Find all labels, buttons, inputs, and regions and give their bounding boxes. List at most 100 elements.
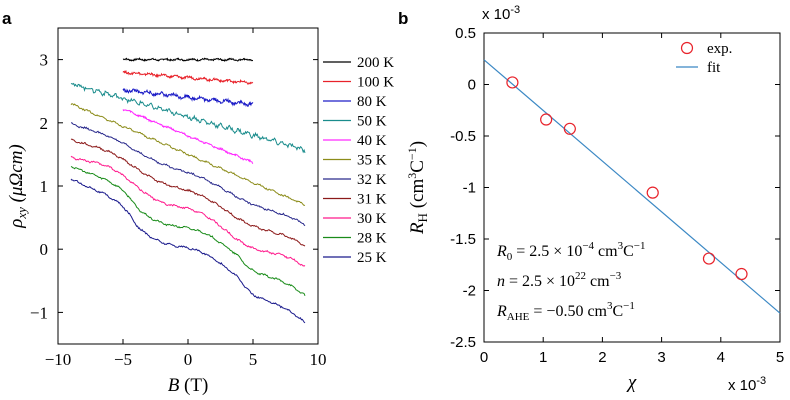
panel-a-xtick-label: 5 xyxy=(249,350,258,369)
rahe-symbol: R xyxy=(496,303,507,320)
legend-label-50k: 50 K xyxy=(357,114,387,130)
panel-a-ylabel-sub: xy xyxy=(14,207,29,220)
legend-label-30k: 30 K xyxy=(357,211,387,227)
panel-b-xlabel: χ xyxy=(626,372,637,393)
y-multiplier-base: x 10 xyxy=(482,6,510,23)
legend-label-28k: 28 K xyxy=(357,231,387,247)
rahe-value: = −0.50 cm xyxy=(529,303,607,320)
panel-b-ytick-label: -2.5 xyxy=(450,334,476,351)
r0-sub: 0 xyxy=(507,251,513,263)
n-value: = 2.5 × 10 xyxy=(505,273,575,290)
panel-b-xtick-label: 1 xyxy=(539,349,547,366)
panel-b-chart: 0 1 2 3 4 5 -2.5 -2 -1.5 -1 -0.5 0 0.5 exp. fit x 10… xyxy=(405,4,784,394)
r0-unit-sup: 3 xyxy=(618,240,624,252)
panel-a-ylabel: ρxy (μΩcm) xyxy=(6,144,29,229)
panel-a-series xyxy=(70,57,306,324)
panel-b-ytick-label: 0.5 xyxy=(455,25,476,42)
legend-label-80k: 80 K xyxy=(357,94,387,110)
data-point xyxy=(702,252,716,265)
series-line-80k xyxy=(122,88,254,108)
legend-label-35k: 35 K xyxy=(357,153,387,169)
panel-b-ytick-label: -1.5 xyxy=(450,231,476,248)
series-line-100k xyxy=(122,69,254,85)
panel-b-xtick-label: 4 xyxy=(717,349,725,366)
panel-a-ylabel-symbol: ρ xyxy=(6,219,27,229)
series-line-200k xyxy=(122,57,254,62)
series-line-25k xyxy=(70,178,306,324)
panel-b-ylabel: RH (cm3C−1) xyxy=(405,141,430,235)
panel-a-ytick-label: −1 xyxy=(30,303,48,322)
panel-b-ytick-label: 0 xyxy=(468,77,476,94)
panel-a-label: a xyxy=(2,9,12,28)
y-multiplier: x 10-3 xyxy=(482,4,520,23)
panel-a-frame xyxy=(57,27,319,345)
panel-a-xtick-label: −10 xyxy=(45,350,72,369)
series-line-30k xyxy=(70,155,306,267)
n-symbol: n xyxy=(497,273,505,290)
r0-unit: cm xyxy=(594,243,618,260)
rahe-unit2-sup: −1 xyxy=(623,300,635,312)
x-multiplier: x 10-3 xyxy=(728,375,766,394)
panel-a-xtick-label: −5 xyxy=(114,350,132,369)
r0-symbol: R xyxy=(496,243,507,260)
x-multiplier-exp: -3 xyxy=(756,375,766,387)
panel-a-xtick-label: 0 xyxy=(184,350,193,369)
data-point xyxy=(646,186,659,199)
data-point xyxy=(540,113,553,126)
panel-a-ytick-label: 0 xyxy=(40,240,49,259)
panel-b-points xyxy=(506,76,748,281)
panel-b-xtick-label: 3 xyxy=(657,349,665,366)
rh-unit-mid: C xyxy=(407,160,428,173)
legend-label-31k: 31 K xyxy=(357,192,387,208)
r0-value: = 2.5 × 10 xyxy=(512,243,582,260)
rh-unit-end: ) xyxy=(407,141,428,147)
rh-unit: (cm xyxy=(407,179,428,214)
panel-b-frame xyxy=(483,32,781,343)
panel-b-fit-line xyxy=(483,59,781,314)
legend-label-40k: 40 K xyxy=(357,133,387,149)
r0-exp: −4 xyxy=(582,240,594,252)
annotation-n: n = 2.5 × 1022 cm−3 xyxy=(497,270,622,290)
x-multiplier-base: x 10 xyxy=(728,377,756,394)
r0-unit2-sup: −1 xyxy=(634,240,646,252)
panel-a-ylabel-unit: (μΩcm) xyxy=(6,144,27,207)
panel-b-xtick-label: 5 xyxy=(776,349,784,366)
legend-label-25k: 25 K xyxy=(357,250,387,266)
panel-a-xlabel: B (T) xyxy=(168,375,209,396)
legend-label-100k: 100 K xyxy=(357,75,394,91)
rahe-sub: AHE xyxy=(507,311,530,323)
data-point xyxy=(563,122,576,135)
panel-a-ytick-label: 2 xyxy=(40,114,49,133)
rh-sub: H xyxy=(415,213,430,222)
series-line-31k xyxy=(70,138,306,247)
rahe-unit-sup: 3 xyxy=(607,300,613,312)
series-line-32k xyxy=(70,122,306,227)
legend-label-32k: 32 K xyxy=(357,172,387,188)
annotation-r0: R0 = 2.5 × 10−4 cm3C−1 xyxy=(496,240,645,263)
panel-a-ytick-label: 1 xyxy=(40,177,49,196)
panel-a-xtick-label: 10 xyxy=(310,350,327,369)
legend-fit-label: fit xyxy=(707,60,721,76)
n-unit-sup: −3 xyxy=(610,270,622,282)
data-point xyxy=(506,76,519,89)
annotation-rahe: RAHE = −0.50 cm3C−1 xyxy=(496,300,635,323)
series-line-28k xyxy=(70,166,306,297)
legend-exp-marker xyxy=(680,41,694,55)
y-multiplier-exp: -3 xyxy=(510,4,520,16)
r0-unit2: C xyxy=(623,243,634,260)
series-line-40k xyxy=(122,109,254,165)
legend-label-200k: 200 K xyxy=(357,55,394,71)
panel-b-label: b xyxy=(398,9,408,28)
n-exp: 22 xyxy=(575,270,586,282)
panel-a-xlabel-symbol: B xyxy=(168,375,180,396)
panel-a-xlabel-unit: (T) xyxy=(179,375,208,396)
panel-b-ytick-label: -1 xyxy=(463,180,476,197)
panel-b-ytick-label: -0.5 xyxy=(450,128,476,145)
n-unit: cm xyxy=(586,273,610,290)
panel-b-xtick-label: 0 xyxy=(480,349,488,366)
panel-a-legend: 200 K 100 K 80 K 50 K 40 K 35 K 32 K 31 K 30 K 28… xyxy=(323,55,394,266)
panel-a-ytick-label: 3 xyxy=(40,51,49,70)
rahe-unit2: C xyxy=(612,303,623,320)
rh-unit-sup2: −1 xyxy=(405,147,419,160)
